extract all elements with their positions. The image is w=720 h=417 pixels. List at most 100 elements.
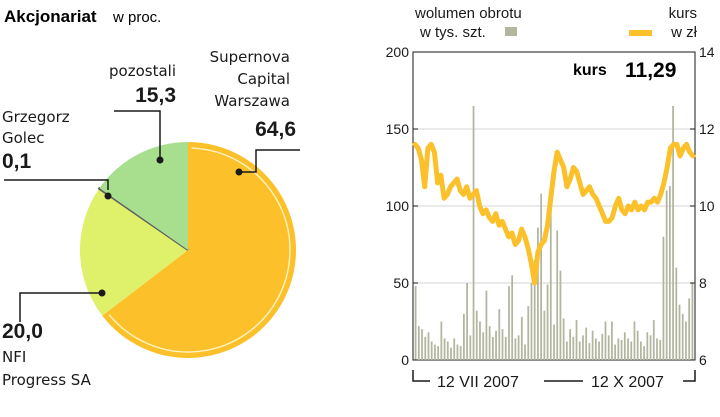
volume-bar: [537, 227, 539, 360]
pie-leader-dots: [98, 156, 243, 297]
volume-bar: [623, 332, 626, 360]
volume-bar: [540, 193, 543, 360]
volume-bar: [640, 341, 642, 360]
volume-bar: [572, 336, 575, 360]
volume-bar: [668, 185, 671, 360]
volume-bar: [578, 341, 581, 360]
left-tick-label: 150: [386, 121, 410, 137]
left-tick-label: 100: [386, 198, 410, 214]
leader-dot: [104, 192, 112, 200]
volume-bar: [675, 267, 678, 360]
volume-bar: [582, 335, 584, 360]
leader-golec: [4, 179, 109, 190]
volume-bar: [652, 319, 655, 360]
volume-bar: [585, 327, 588, 360]
pie-subtitle: w proc.: [112, 9, 161, 26]
volume-bar: [479, 321, 481, 360]
volume-bar: [485, 290, 488, 360]
leader-supernova: [239, 149, 300, 173]
price-callout-label: kurs: [573, 62, 607, 79]
volume-bar: [556, 230, 559, 360]
volume-bar: [662, 236, 665, 360]
slice-name-line: Warszawa: [214, 92, 290, 110]
price-line: [412, 141, 696, 286]
slice-value-label: 0,1: [2, 150, 32, 173]
volume-bar: [604, 321, 607, 360]
volume-bar: [588, 343, 591, 360]
label-supernova: Supernova Capital Warszawa 64,6: [210, 48, 296, 141]
volume-bar: [562, 318, 565, 360]
leader-dot: [235, 168, 243, 176]
pie-slice-2: [97, 186, 189, 251]
volume-bar: [575, 319, 578, 360]
label-pozostali: pozostali 15,3: [109, 62, 176, 107]
volume-bars: [414, 105, 694, 361]
volume-bar: [691, 283, 694, 360]
volume-bar: [678, 304, 681, 360]
right-tick-label: 8: [699, 275, 707, 291]
volume-bar: [511, 275, 514, 360]
pie-slices: [79, 142, 296, 358]
price-callout-value: 11,29: [625, 59, 676, 82]
volume-bar: [469, 335, 472, 360]
volume-bar: [517, 335, 520, 360]
left-tick-label: 0: [401, 352, 409, 368]
pie-slice-0: [102, 142, 296, 358]
volume-bar: [559, 270, 562, 360]
volume-bar: [424, 336, 427, 360]
legend-volume-line1: wolumen obrotu: [414, 5, 522, 22]
volume-bar: [672, 105, 674, 361]
volume-bar: [630, 341, 633, 360]
volume-bar: [614, 344, 617, 360]
legend-volume-line2: w tys. szt.: [419, 24, 486, 41]
volume-bar: [524, 344, 526, 360]
leader-dot: [98, 289, 106, 297]
volume-bar: [546, 284, 549, 360]
volume-bar: [514, 338, 517, 360]
volume-bar: [446, 341, 449, 360]
volume-bar: [421, 329, 423, 360]
right-tick-label: 10: [699, 198, 715, 214]
volume-bar: [520, 316, 523, 360]
right-tick-label: 14: [699, 44, 715, 60]
volume-bar: [417, 326, 420, 360]
volume-bar: [688, 298, 691, 360]
slice-name-line: Progress SA: [2, 371, 92, 389]
volume-bar: [656, 338, 658, 360]
volume-bar: [627, 338, 629, 360]
left-tick-label: 200: [386, 44, 410, 60]
leader-dot: [156, 156, 164, 164]
volume-bar: [504, 336, 507, 360]
volume-bar: [466, 283, 468, 360]
volume-bar: [472, 105, 475, 361]
pie-highlight: [108, 147, 291, 353]
volume-bar: [491, 336, 494, 360]
volume-bar: [543, 310, 546, 360]
legend-volume-swatch: [505, 27, 517, 36]
volume-bar: [443, 338, 446, 360]
volume-bar: [681, 313, 684, 360]
slice-name-line: Supernova: [210, 48, 290, 66]
volume-bar: [450, 347, 452, 360]
pie-leader-lines: [4, 110, 300, 322]
volume-bar: [427, 332, 430, 360]
volume-bar: [498, 309, 501, 360]
volume-bar: [646, 332, 649, 360]
bracket-left: [412, 370, 430, 382]
volume-bar: [495, 330, 497, 360]
volume-bar: [607, 335, 610, 360]
volume-bar: [434, 344, 436, 360]
legend-price-line1: kurs: [669, 5, 697, 22]
volume-bar: [463, 313, 465, 360]
volume-bar: [508, 286, 510, 360]
volume-bar: [430, 341, 433, 360]
x-label-second: 12 X 2007: [591, 374, 664, 391]
volume-bar: [591, 330, 594, 360]
volume-bar: [665, 190, 668, 360]
volume-bar: [569, 329, 571, 360]
volume-bar: [611, 321, 613, 360]
volume-bar: [594, 338, 597, 360]
slice-value-label: 15,3: [135, 84, 176, 107]
axis-right-ticks: 6 8 10 12 14: [690, 44, 715, 368]
volume-bar: [553, 324, 555, 360]
